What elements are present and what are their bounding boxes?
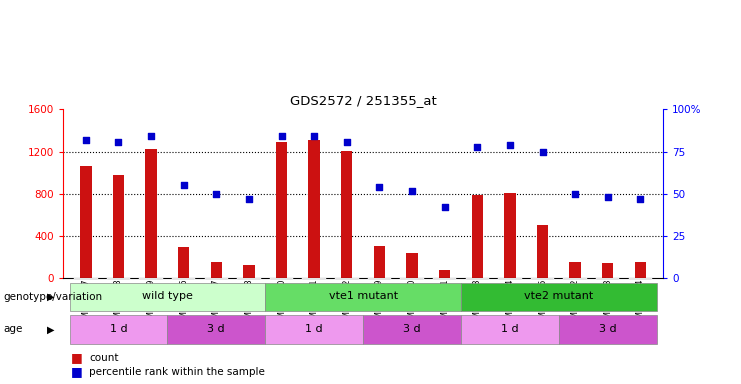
Bar [634,262,646,278]
Bar [536,225,548,278]
FancyBboxPatch shape [368,278,391,280]
Text: count: count [89,353,119,363]
FancyBboxPatch shape [596,278,619,280]
Text: GSM109109: GSM109109 [147,278,156,329]
FancyBboxPatch shape [433,278,456,280]
Text: GSM109107: GSM109107 [82,278,90,329]
Text: 1 d: 1 d [110,324,127,334]
Bar [178,247,190,278]
FancyBboxPatch shape [139,278,163,280]
Point [634,196,646,202]
Point [80,137,92,143]
Point [341,139,353,145]
Text: GSM109117: GSM109117 [212,278,221,329]
FancyBboxPatch shape [265,315,363,344]
Text: GSM109113: GSM109113 [473,278,482,329]
FancyBboxPatch shape [237,278,261,280]
Text: GSM109114: GSM109114 [505,278,514,329]
FancyBboxPatch shape [498,278,522,280]
Point [471,144,483,150]
Bar [308,140,320,278]
FancyBboxPatch shape [363,315,461,344]
FancyBboxPatch shape [531,278,554,280]
Text: GSM109111: GSM109111 [310,278,319,329]
Text: 3 d: 3 d [207,324,225,334]
Point [308,133,320,139]
Bar [439,270,451,278]
Point [504,142,516,148]
Point [439,204,451,210]
Point [569,191,581,197]
Bar [341,151,353,278]
Text: GSM109119: GSM109119 [375,278,384,329]
Bar [276,142,288,278]
Bar [113,175,124,278]
Text: wild type: wild type [142,291,193,301]
Text: ▶: ▶ [47,324,54,334]
Text: GSM109120: GSM109120 [408,278,416,329]
Bar [504,193,516,278]
Text: 3 d: 3 d [403,324,421,334]
Point [210,191,222,197]
Text: age: age [4,324,23,334]
Text: ■: ■ [70,351,82,364]
FancyBboxPatch shape [465,278,489,280]
Text: 3 d: 3 d [599,324,617,334]
Bar [210,262,222,278]
FancyBboxPatch shape [559,315,657,344]
Text: 1 d: 1 d [305,324,323,334]
FancyBboxPatch shape [265,283,461,311]
FancyBboxPatch shape [167,315,265,344]
FancyBboxPatch shape [70,315,167,344]
Text: 1 d: 1 d [501,324,519,334]
Point [243,196,255,202]
FancyBboxPatch shape [74,278,98,280]
Text: ▶: ▶ [47,291,54,302]
Text: GSM109116: GSM109116 [179,278,188,329]
Text: GSM109115: GSM109115 [538,278,547,329]
Text: GSM109124: GSM109124 [636,278,645,329]
Bar [569,262,581,278]
Bar [243,265,255,278]
Bar [145,149,157,278]
Text: GSM109108: GSM109108 [114,278,123,329]
Text: ■: ■ [70,365,82,378]
FancyBboxPatch shape [563,278,587,280]
Bar [373,246,385,278]
FancyBboxPatch shape [335,278,359,280]
FancyBboxPatch shape [628,278,652,280]
Text: GSM109112: GSM109112 [342,278,351,329]
Point [602,194,614,200]
Bar [471,195,483,278]
FancyBboxPatch shape [172,278,196,280]
Text: vte2 mutant: vte2 mutant [524,291,594,301]
Title: GDS2572 / 251355_at: GDS2572 / 251355_at [290,94,436,107]
FancyBboxPatch shape [302,278,326,280]
FancyBboxPatch shape [270,278,293,280]
Point [536,149,548,155]
Text: percentile rank within the sample: percentile rank within the sample [89,366,265,377]
Point [178,182,190,189]
Point [113,139,124,145]
Text: GSM109122: GSM109122 [571,278,579,329]
Bar [406,253,418,278]
Text: GSM109121: GSM109121 [440,278,449,329]
FancyBboxPatch shape [205,278,228,280]
Point [276,133,288,139]
FancyBboxPatch shape [461,283,657,311]
Point [373,184,385,190]
Bar [602,263,614,278]
FancyBboxPatch shape [70,283,265,311]
Point [145,133,157,139]
FancyBboxPatch shape [400,278,424,280]
Text: GSM109118: GSM109118 [245,278,253,329]
Text: GSM109123: GSM109123 [603,278,612,329]
FancyBboxPatch shape [107,278,130,280]
FancyBboxPatch shape [461,315,559,344]
Text: genotype/variation: genotype/variation [4,291,103,302]
Text: vte1 mutant: vte1 mutant [328,291,398,301]
Text: GSM109110: GSM109110 [277,278,286,329]
Bar [80,166,92,278]
Point [406,187,418,194]
